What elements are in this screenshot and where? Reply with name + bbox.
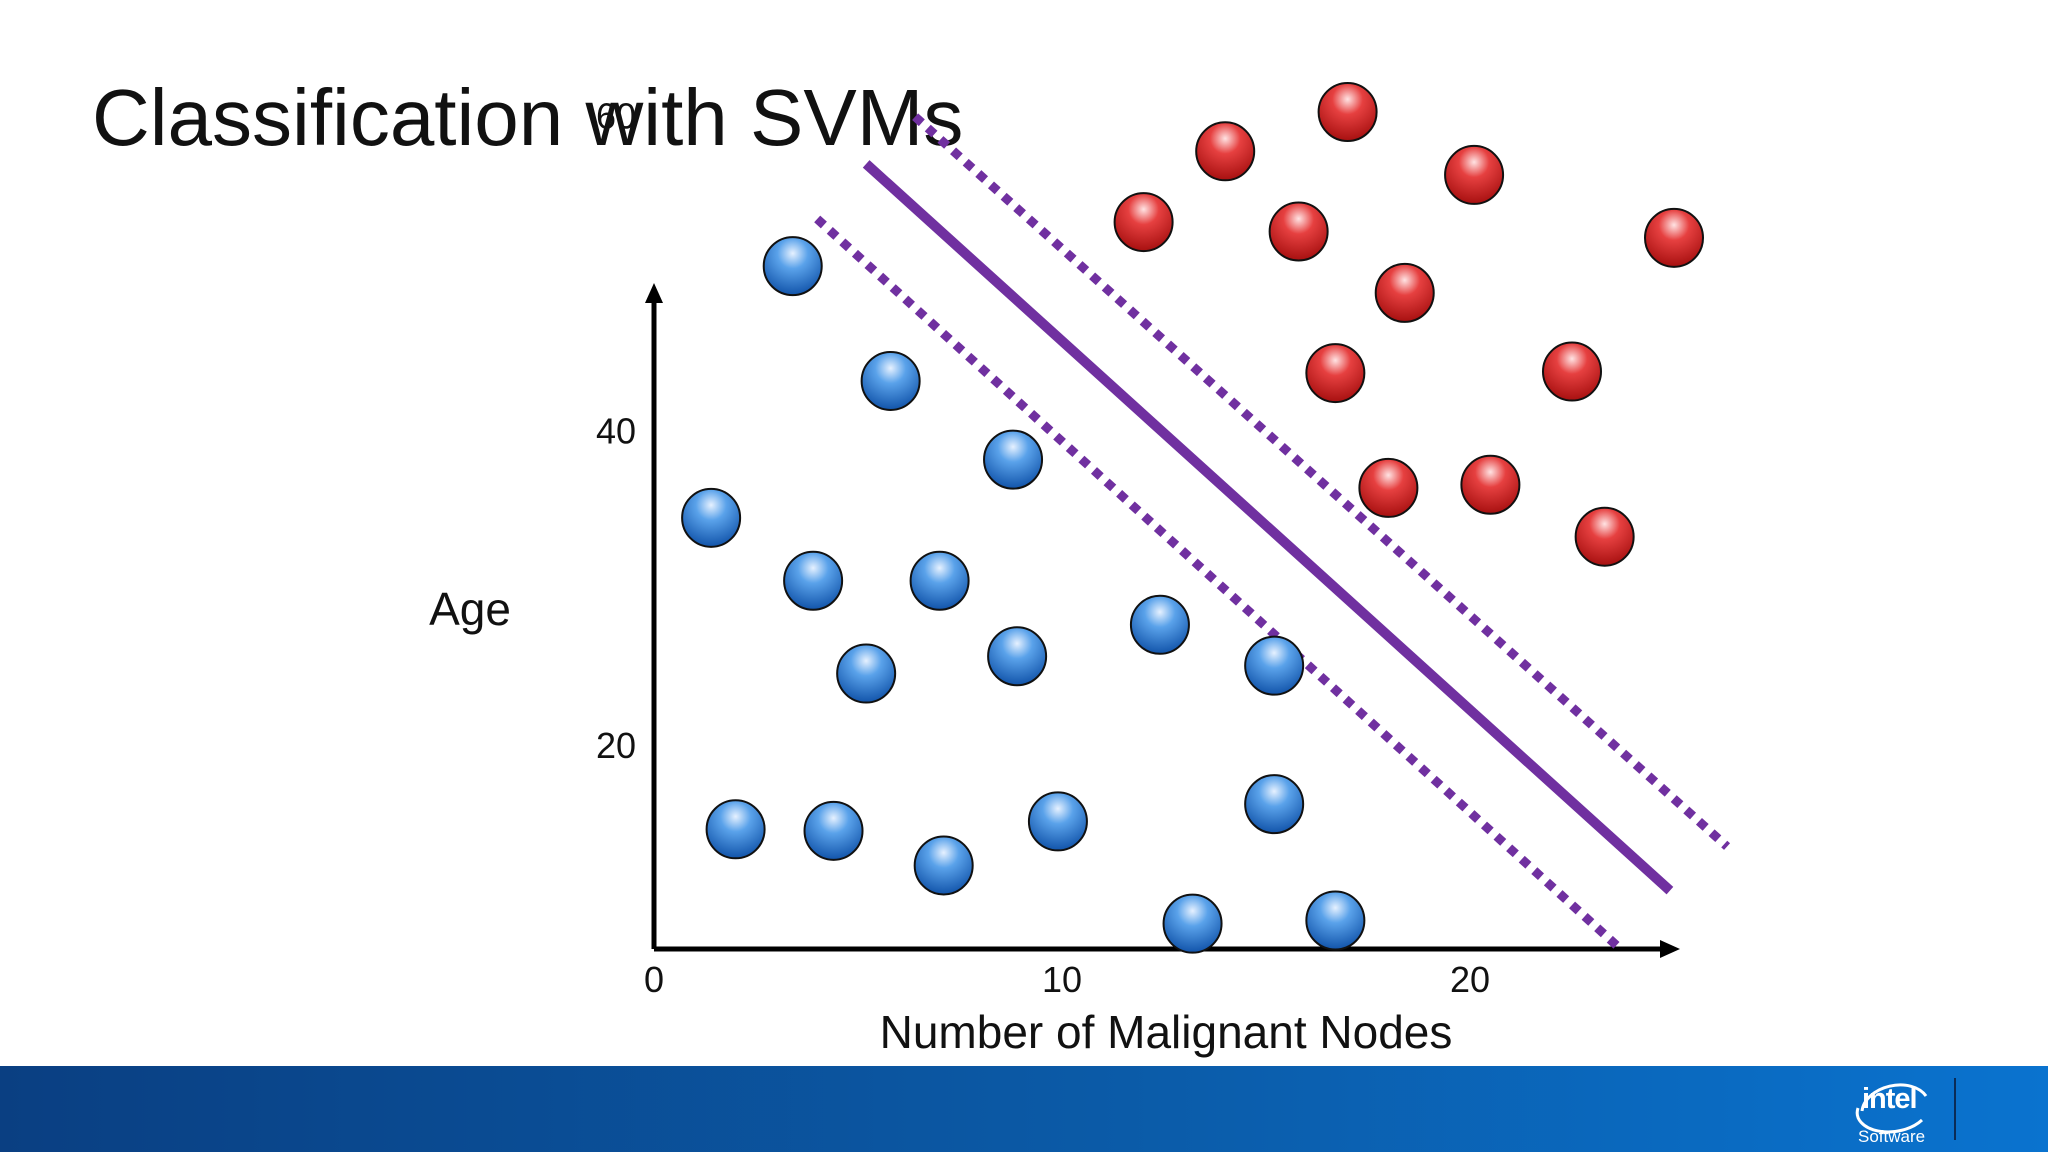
margin-line-2 [912,113,1731,850]
x-axis-label: Number of Malignant Nodes [880,1006,1453,1058]
y-axis-arrow [645,283,663,303]
data-point-blue-11 [705,799,766,860]
data-point-red-1 [1113,192,1174,253]
data-point-blue-10 [1244,635,1305,696]
slide-title: Classification with SVMs [92,73,964,162]
data-point-blue-8 [987,626,1048,687]
y-axis-label: Age [429,583,511,635]
data-point-blue-15 [1162,893,1223,954]
data-point-red-7 [1374,262,1435,323]
intel-software-label: Software [1858,1127,1926,1146]
data-point-blue-9 [1129,594,1190,655]
data-point-blue-12 [803,800,864,861]
footer-divider [1954,1078,1956,1140]
svm-scatter-chart: 0 10 20 20 40 60 Number of Malignant Nodes Age [429,81,1731,1058]
data-point-blue-17 [1305,890,1366,951]
data-point-blue-4 [681,487,742,548]
y-tick-label: 60 [596,96,636,137]
y-tick-label: 20 [596,725,636,766]
data-point-blue-16 [1244,774,1305,835]
x-tick-label: 0 [644,959,664,1000]
x-axis-arrow [1660,940,1680,958]
data-point-blue-3 [983,429,1044,490]
data-point-red-6 [1644,207,1704,268]
x-tick-label: 20 [1450,959,1490,1000]
x-tick-label: 10 [1042,959,1082,1000]
intel-logo-icon [1855,1083,1928,1134]
data-point-blue-6 [909,550,970,611]
data-point-blue-2 [860,350,921,411]
data-point-red-10 [1358,457,1419,518]
data-point-blue-5 [783,550,844,611]
data-point-red-5 [1444,144,1505,205]
y-tick-label: 40 [596,410,636,451]
decision-boundary-line [862,160,1674,895]
data-point-red-8 [1305,343,1366,404]
data-point-red-4 [1268,201,1329,262]
data-point-blue-14 [1027,791,1088,852]
data-point-blue-7 [836,643,897,704]
data-point-red-11 [1460,454,1521,515]
data-point-red-2 [1195,121,1256,182]
data-point-red-12 [1574,506,1635,567]
data-point-blue-13 [913,835,974,896]
data-point-red-9 [1542,341,1602,402]
intel-wordmark: intel [1862,1083,1918,1115]
data-point-blue-1 [762,236,823,297]
footer-bar [0,1066,2048,1152]
data-point-red-3 [1317,81,1378,142]
